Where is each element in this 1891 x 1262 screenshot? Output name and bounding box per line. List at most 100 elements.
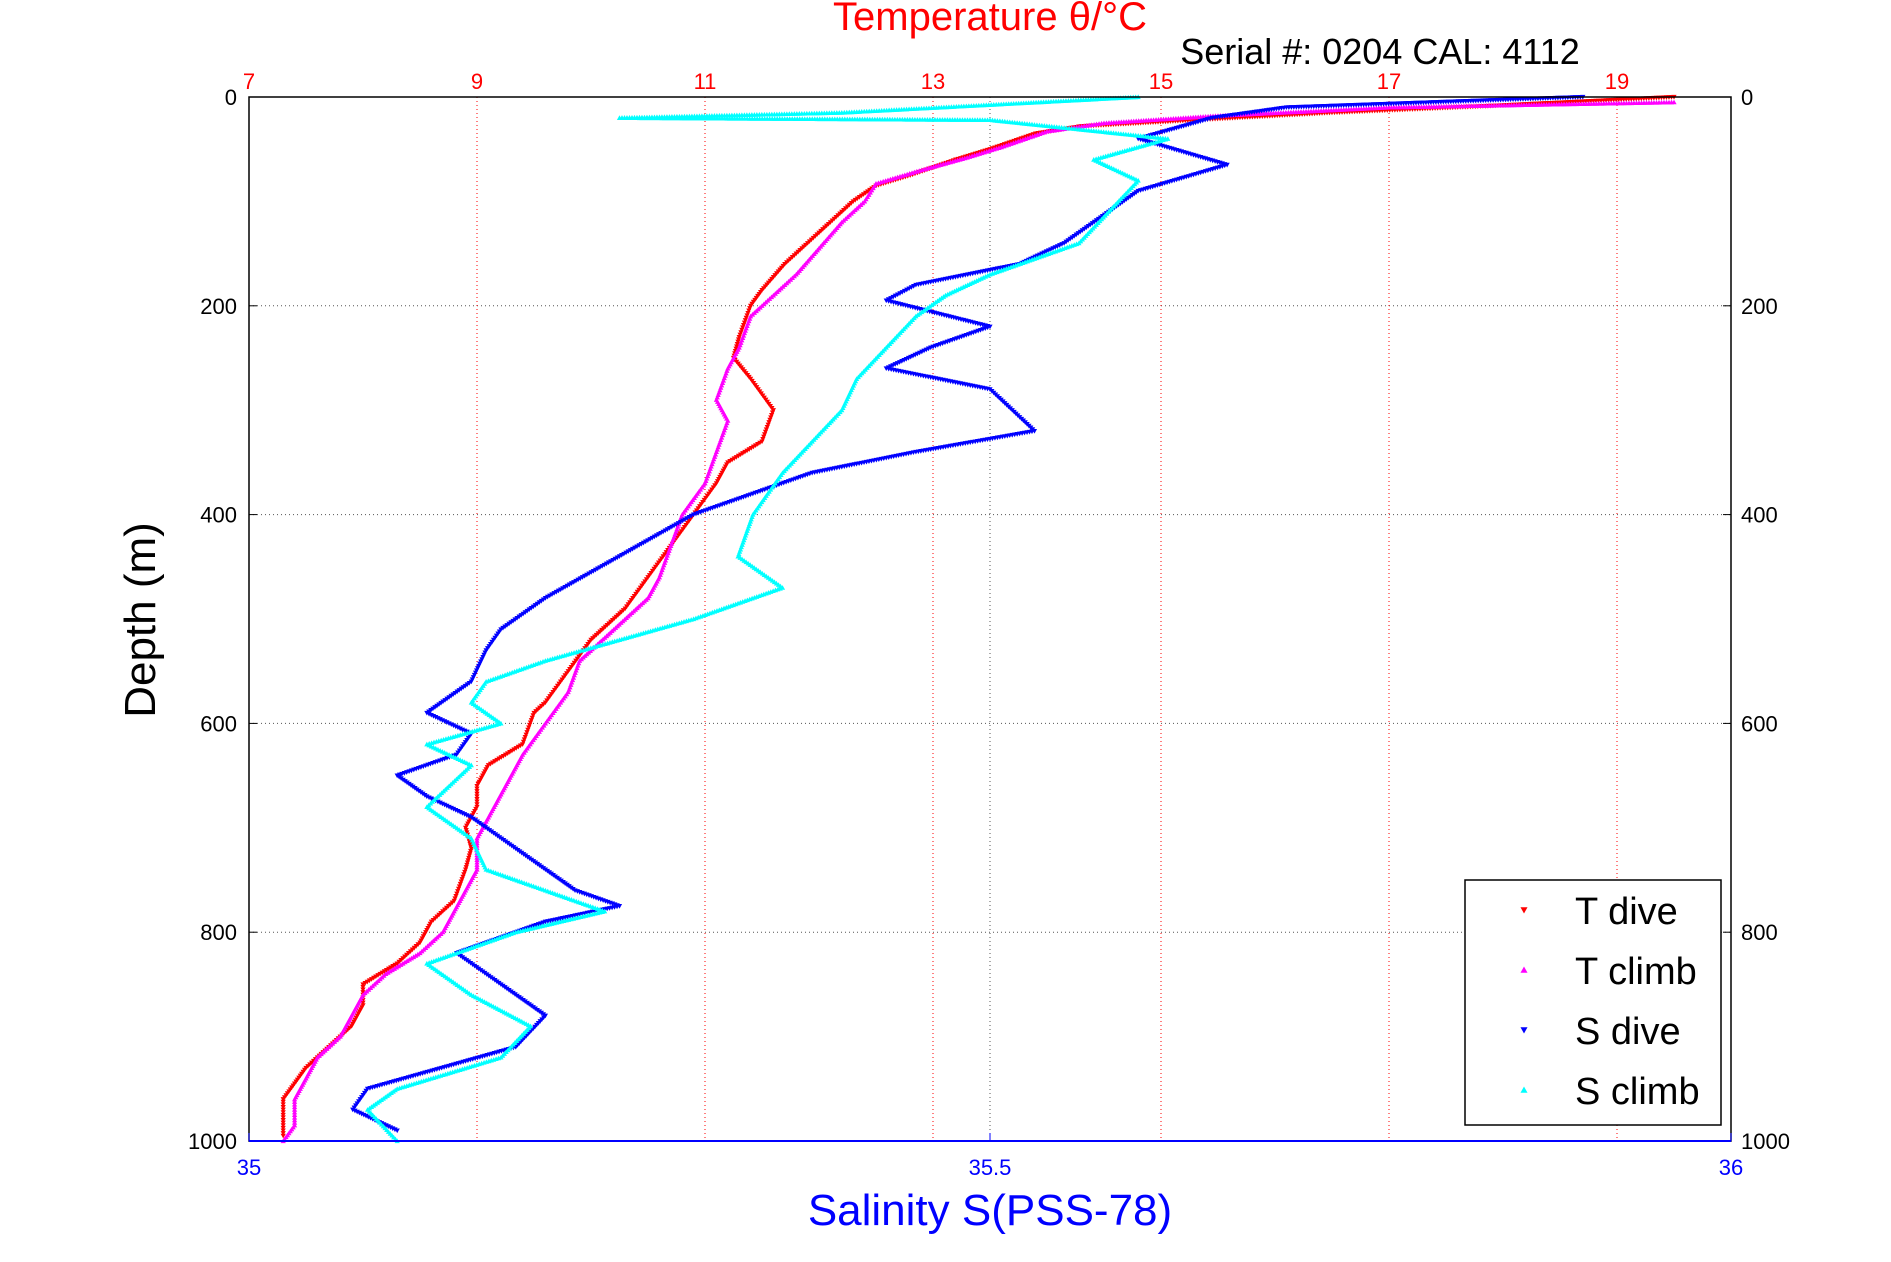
data-point <box>547 593 553 599</box>
data-point <box>748 445 754 451</box>
data-point <box>553 589 559 595</box>
data-point <box>892 293 898 299</box>
data-point <box>292 1112 298 1117</box>
data-point <box>677 519 684 525</box>
data-point <box>901 288 908 294</box>
y-tick-label-right: 400 <box>1741 503 1778 528</box>
data-point <box>669 524 675 530</box>
data-point <box>459 877 465 882</box>
data-point <box>752 443 759 449</box>
salinity-tick-label: 35.5 <box>969 1155 1012 1180</box>
data-point <box>634 544 640 550</box>
data-point <box>292 1107 298 1112</box>
data-point <box>474 854 480 860</box>
data-point <box>653 533 660 539</box>
data-point <box>455 889 461 894</box>
data-point <box>490 760 496 766</box>
data-point <box>381 969 387 974</box>
data-point <box>573 578 579 584</box>
data-point <box>590 569 596 574</box>
data-point <box>362 981 368 986</box>
salinity-tick-label: 36 <box>1719 1155 1743 1180</box>
data-point <box>292 1109 298 1115</box>
chart-title: Temperature θ/°C <box>833 0 1147 39</box>
data-point <box>500 753 506 759</box>
data-point <box>292 1101 298 1107</box>
temperature-tick-label: 9 <box>471 69 483 94</box>
data-point <box>526 725 532 731</box>
data-point <box>735 453 742 459</box>
data-point <box>531 710 537 716</box>
data-point <box>688 513 695 519</box>
data-point <box>360 982 366 987</box>
legend-label: S climb <box>1575 1071 1700 1113</box>
data-point <box>474 794 480 800</box>
data-point <box>562 584 568 590</box>
legend-marker <box>1520 907 1528 914</box>
data-point <box>375 973 381 978</box>
data-point <box>392 962 398 968</box>
data-point <box>627 548 633 553</box>
data-point <box>474 802 480 807</box>
data-point <box>474 857 480 863</box>
data-point <box>379 970 385 976</box>
data-point <box>579 575 586 580</box>
data-point <box>280 1131 286 1136</box>
data-point <box>566 582 572 588</box>
data-point <box>386 966 392 972</box>
data-point <box>623 550 629 556</box>
axis-layer: 0 0 200 200 400 400 600 600 800 800 1000 1000 7 9 11 13… <box>188 69 1790 1180</box>
data-point <box>769 410 776 416</box>
data-point <box>280 1133 286 1139</box>
data-point <box>584 572 590 578</box>
data-point <box>647 537 653 542</box>
data-point <box>474 783 480 789</box>
data-point <box>759 439 765 445</box>
y-tick-label-left: 600 <box>200 711 237 736</box>
data-point <box>656 532 662 537</box>
data-point <box>906 286 912 292</box>
data-point <box>742 449 748 455</box>
data-point <box>474 835 480 841</box>
data-point <box>612 556 618 562</box>
data-point <box>601 562 607 568</box>
data-point <box>770 408 776 413</box>
data-point <box>575 577 581 583</box>
data-point <box>649 535 655 541</box>
data-point <box>524 730 530 735</box>
data-point <box>629 546 636 552</box>
data-point <box>762 429 769 435</box>
data-point <box>762 432 768 437</box>
data-point <box>745 310 751 316</box>
data-point <box>769 412 775 418</box>
data-point <box>755 442 761 447</box>
data-point <box>498 755 504 760</box>
data-point <box>733 455 739 460</box>
legend-box <box>1464 879 1722 1126</box>
data-point <box>738 330 744 335</box>
data-point <box>520 742 526 747</box>
data-point <box>377 971 383 977</box>
data-point <box>280 1107 286 1113</box>
data-point <box>766 420 772 425</box>
data-point <box>492 759 498 764</box>
data-point <box>458 879 464 885</box>
data-point <box>560 586 566 591</box>
data-point <box>897 291 903 296</box>
y-tick-label-left: 800 <box>200 920 237 945</box>
data-point <box>527 722 533 728</box>
legend-marker <box>1520 1086 1528 1093</box>
legend-label: T climb <box>1575 951 1697 993</box>
data-point <box>760 437 766 442</box>
data-point <box>525 727 531 733</box>
data-point <box>571 580 577 585</box>
data-point <box>904 287 910 293</box>
temperature-tick-label: 7 <box>243 69 255 94</box>
data-point <box>740 451 746 456</box>
data-point <box>680 518 686 524</box>
data-point <box>515 744 521 750</box>
data-point <box>763 427 769 433</box>
data-point <box>474 859 480 865</box>
data-point <box>360 984 366 990</box>
data-point <box>740 322 747 328</box>
